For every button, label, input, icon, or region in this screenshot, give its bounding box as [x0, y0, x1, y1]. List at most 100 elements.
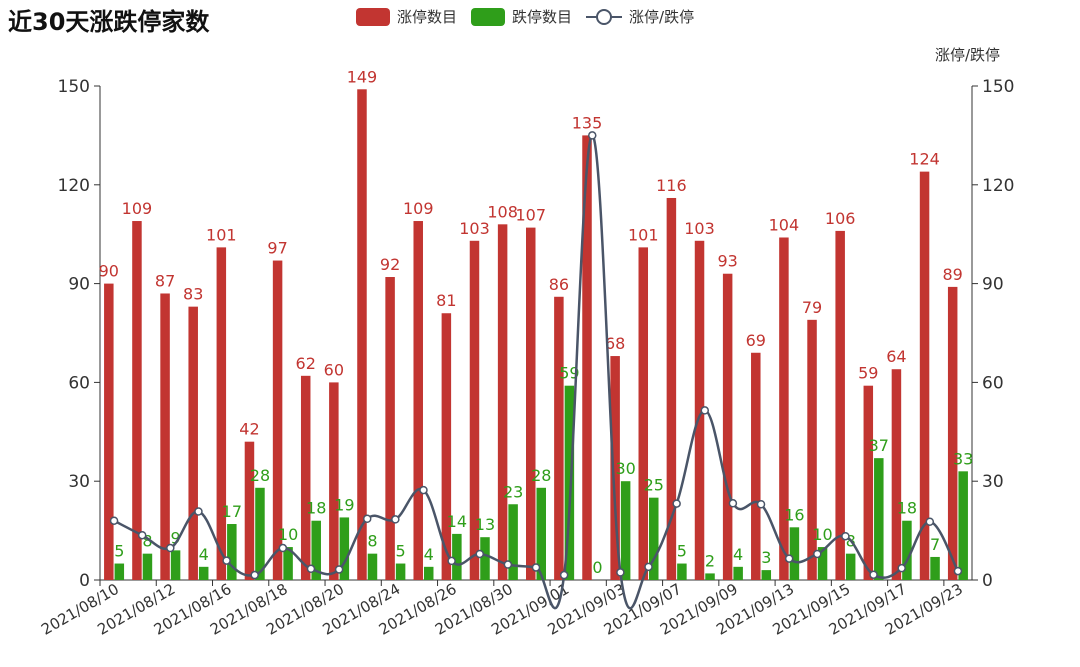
bar-limit-up	[891, 369, 902, 580]
bar-limit-down	[283, 547, 293, 580]
data-label-limit-down: 23	[503, 482, 523, 501]
bar-limit-up	[216, 247, 227, 580]
ratio-point	[531, 563, 541, 572]
data-label-limit-down: 10	[812, 525, 832, 544]
bar-limit-down	[452, 533, 462, 580]
bar-limit-down	[339, 517, 350, 580]
bar-limit-down	[480, 537, 490, 580]
y-tick-label-right: 60	[982, 373, 1004, 393]
bar-limit-down	[620, 481, 631, 580]
ratio-point	[109, 516, 119, 525]
bar-limit-up	[188, 306, 198, 580]
data-label-limit-up: 103	[459, 219, 490, 238]
bar-limit-up	[526, 227, 536, 580]
ratio-point	[334, 565, 344, 574]
bar-limit-up	[582, 135, 592, 580]
bar-limit-up	[694, 240, 705, 580]
data-label-limit-down: 30	[615, 459, 635, 478]
bar-limit-down	[902, 520, 912, 580]
y-tick-label-right: 90	[982, 275, 1004, 295]
ratio-point	[700, 406, 710, 415]
bar-limit-down	[564, 385, 575, 580]
y-tick-label-left: 0	[79, 571, 90, 591]
bar-limit-down	[705, 573, 715, 580]
bar-limit-up	[947, 286, 958, 580]
bar-limit-up	[807, 319, 817, 580]
ratio-point	[278, 543, 288, 553]
ratio-point	[588, 131, 597, 140]
data-label-limit-down: 19	[334, 495, 354, 514]
bar-limit-down	[761, 570, 772, 580]
ratio-point	[503, 560, 513, 569]
bar-limit-down	[198, 566, 209, 580]
data-label-limit-down: 59	[559, 364, 579, 383]
chart-title: 近30天涨跌停家数	[8, 8, 210, 36]
ratio-point	[869, 570, 878, 579]
data-label-limit-up: 60	[324, 360, 344, 379]
ratio-point	[194, 507, 203, 516]
bar-limit-up	[919, 171, 930, 581]
bar-limit-down	[114, 563, 125, 580]
data-label-limit-up: 116	[656, 176, 687, 195]
bar-limit-down	[817, 547, 828, 580]
bar-limit-down	[142, 553, 153, 580]
data-label-limit-up: 97	[267, 239, 287, 258]
bar-limit-down	[789, 527, 800, 580]
bar-limit-down	[874, 458, 884, 580]
data-label-limit-down: 28	[531, 466, 551, 485]
ratio-point	[306, 564, 316, 574]
bar-limit-up	[638, 247, 649, 580]
bar-limit-up	[441, 313, 452, 580]
y-tick-label-left: 60	[68, 373, 90, 393]
ratio-point	[813, 549, 822, 559]
data-label-limit-down: 5	[396, 542, 406, 561]
legend-label-limit-up: 涨停数目	[397, 8, 458, 26]
data-label-limit-down: 17	[222, 502, 242, 521]
data-label-limit-up: 109	[122, 199, 153, 218]
ratio-point	[616, 568, 625, 577]
legend-label-limit-down: 跌停数目	[512, 8, 573, 26]
data-label-limit-up: 124	[909, 150, 940, 169]
data-label-limit-up: 86	[549, 275, 569, 294]
y-tick-label-left: 30	[68, 472, 90, 492]
bar-limit-up	[863, 385, 874, 580]
data-label-limit-up: 106	[825, 209, 856, 228]
y-tick-label-left: 120	[58, 176, 90, 196]
data-label-limit-up: 89	[943, 265, 963, 284]
legend-item-ratio[interactable]: 涨停/跌停	[586, 6, 694, 27]
ratio-point	[447, 556, 456, 566]
bar-limit-up	[413, 221, 423, 580]
bar-limit-down	[508, 504, 518, 580]
data-label-limit-down: 33	[953, 449, 973, 468]
data-label-limit-down: 14	[447, 512, 467, 531]
bar-limit-down	[930, 556, 940, 580]
bar-limit-up	[497, 224, 508, 580]
bar-limit-up	[722, 273, 733, 580]
ratio-point	[137, 530, 147, 540]
data-label-limit-up: 90	[99, 262, 119, 281]
ratio-point	[897, 563, 906, 573]
y-tick-label-right: 0	[982, 571, 993, 591]
data-label-limit-down: 2	[705, 551, 715, 570]
data-label-limit-down: 5	[114, 542, 124, 561]
ratio-point	[166, 543, 175, 553]
data-label-limit-up: 59	[858, 364, 878, 383]
legend-item-limit-up[interactable]: 涨停数目	[356, 6, 457, 27]
data-label-limit-up: 87	[155, 271, 175, 290]
ratio-point	[784, 554, 794, 563]
ratio-point	[419, 485, 428, 495]
ratio-point	[362, 514, 372, 523]
data-label-limit-up: 79	[802, 298, 822, 317]
bar-limit-up	[160, 293, 170, 580]
bar-limit-up	[329, 382, 339, 580]
ratio-point	[391, 515, 400, 524]
data-label-limit-up: 81	[436, 291, 456, 310]
bar-limit-up	[554, 296, 564, 580]
legend-item-limit-down[interactable]: 跌停数目	[471, 6, 572, 27]
data-label-limit-up: 42	[239, 420, 259, 439]
bar-limit-down	[649, 497, 659, 580]
ratio-point	[475, 549, 484, 559]
data-label-limit-down: 37	[869, 436, 889, 455]
ratio-point	[756, 500, 766, 509]
bar-limit-down	[733, 566, 743, 580]
